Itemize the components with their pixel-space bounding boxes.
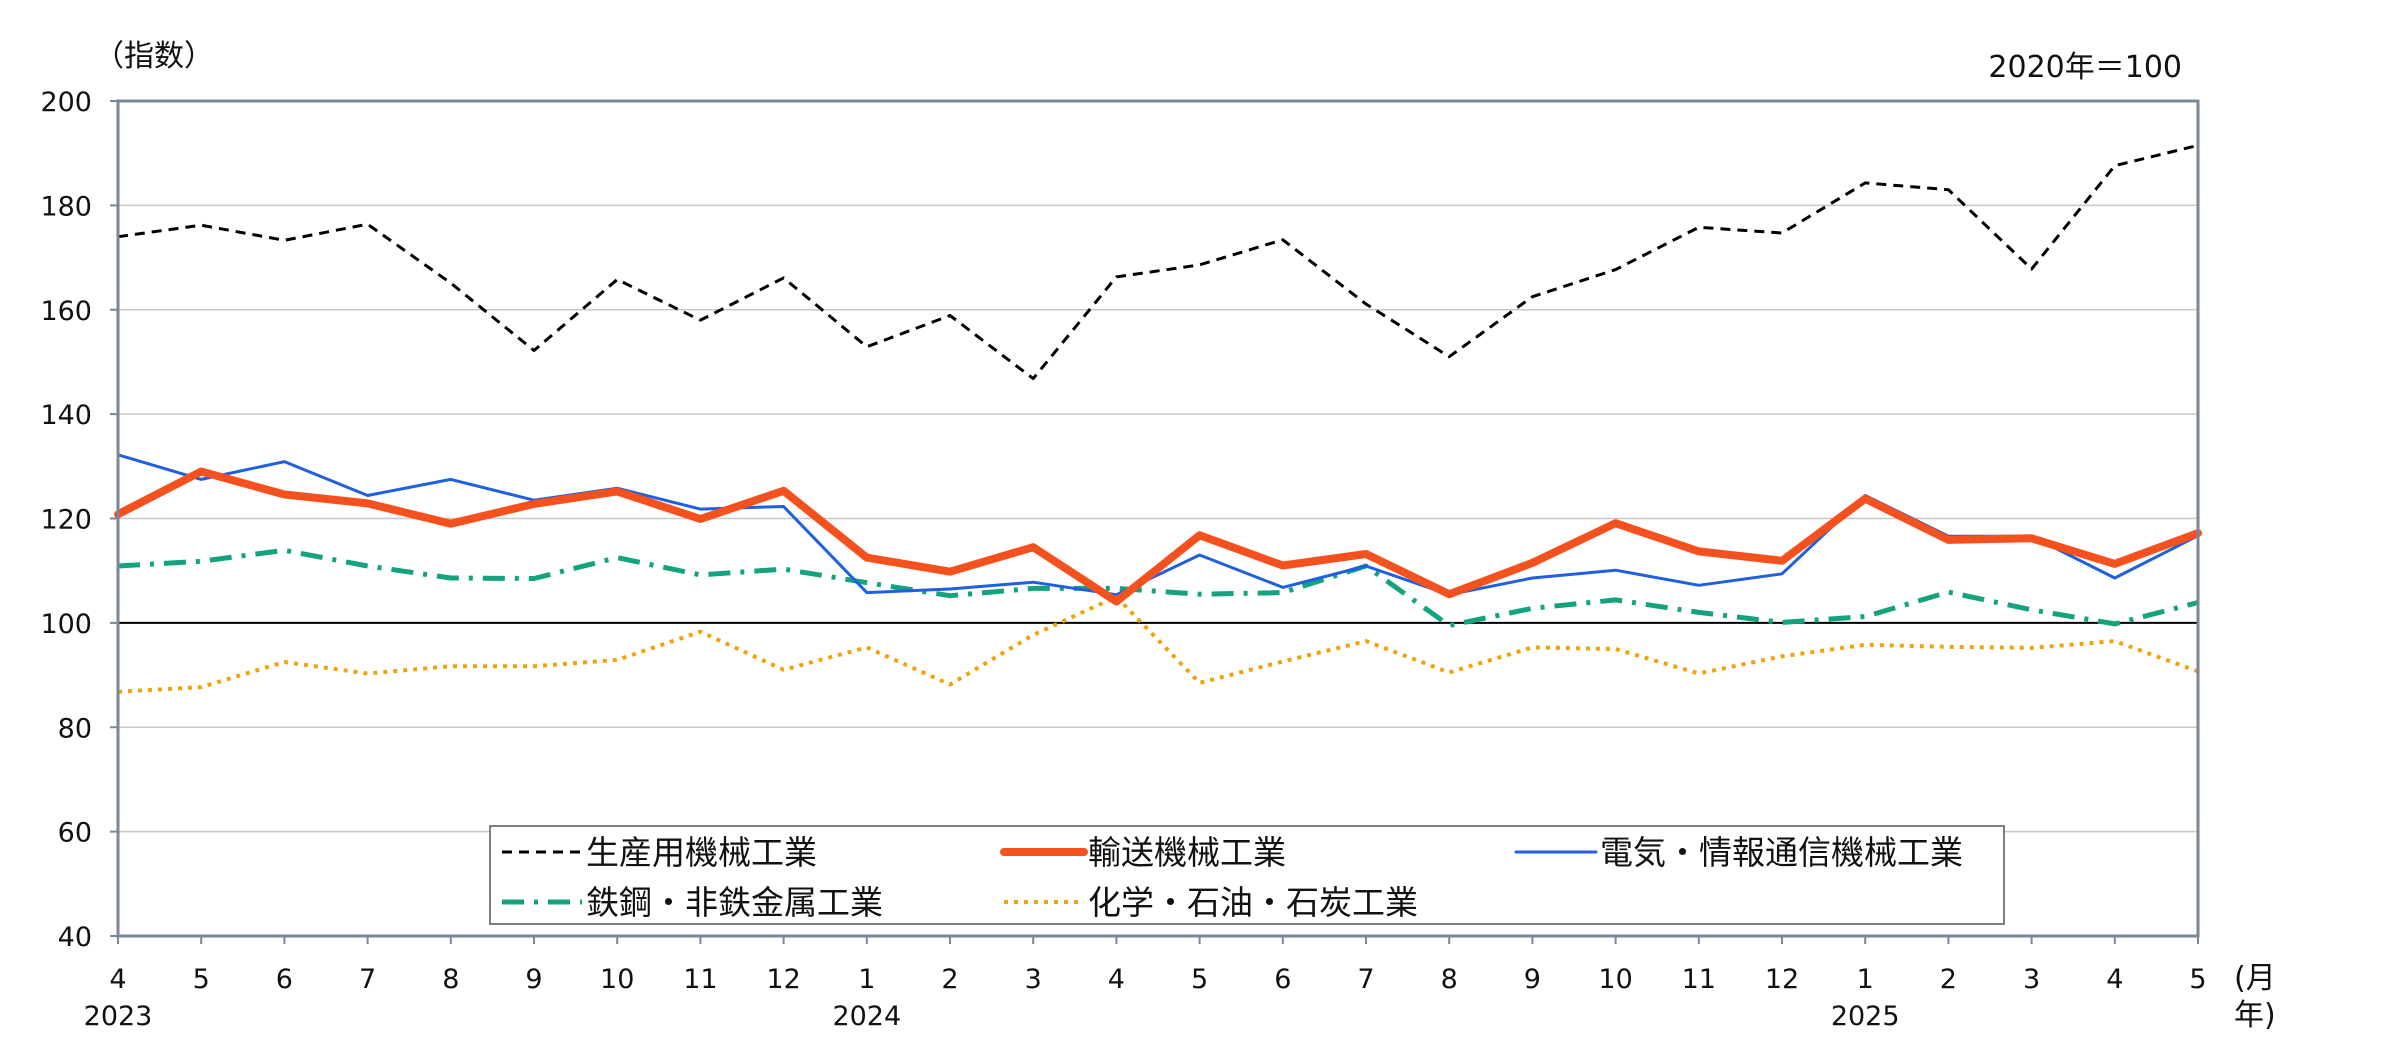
- y-axis-label: （指数）: [94, 39, 214, 74]
- x-axis-unit-month: (月: [2234, 961, 2276, 996]
- legend-label-0-2: 電気・情報通信機械工業: [1600, 833, 1963, 872]
- x-tick-label-12: 4: [1108, 964, 1125, 995]
- x-tick-label-17: 9: [1524, 964, 1541, 995]
- x-tick-label-21: 1: [1857, 964, 1874, 995]
- x-tick-label-8: 12: [766, 964, 800, 995]
- series-layer: [114, 143, 2202, 694]
- x-tick-label-0: 4: [109, 964, 126, 995]
- series-line-1: [114, 467, 2202, 606]
- y-tick-label-60: 60: [58, 818, 92, 849]
- x-tick-label-6: 10: [600, 964, 634, 995]
- x-tick-label-25: 5: [2189, 964, 2206, 995]
- y-tick-label-80: 80: [58, 713, 92, 744]
- series-line-4: [117, 594, 2199, 694]
- x-tick-label-3: 7: [359, 964, 376, 995]
- x-tick-label-22: 2: [1940, 964, 1957, 995]
- x-tick-label-4: 8: [442, 964, 459, 995]
- legend-box: [489, 825, 2005, 925]
- series-line-0: [117, 143, 2199, 381]
- x-tick-label-9: 1: [858, 964, 875, 995]
- year-label-2025: 2025: [1831, 1001, 1900, 1032]
- y-tick-label-200: 200: [40, 87, 92, 118]
- series-line-2: [116, 453, 2200, 597]
- legend-label-1-1: 化学・石油・石炭工業: [1088, 883, 1418, 922]
- year-label-2024: 2024: [832, 1001, 901, 1032]
- y-tick-label-120: 120: [40, 505, 92, 536]
- base-year-note: 2020年＝100: [1988, 50, 2182, 85]
- y-tick-label-140: 140: [40, 400, 92, 431]
- x-tick-label-1: 5: [193, 964, 210, 995]
- x-tick-label-13: 5: [1191, 964, 1208, 995]
- x-tick-label-15: 7: [1357, 964, 1374, 995]
- x-tick-label-11: 3: [1025, 964, 1042, 995]
- x-tick-label-14: 6: [1274, 964, 1291, 995]
- x-tick-label-5: 9: [525, 964, 542, 995]
- x-tick-label-24: 4: [2106, 964, 2123, 995]
- x-tick-label-7: 11: [683, 964, 717, 995]
- y-tick-label-40: 40: [58, 922, 92, 953]
- x-tick-label-2: 6: [276, 964, 293, 995]
- x-tick-label-20: 12: [1765, 964, 1799, 995]
- x-tick-label-16: 8: [1441, 964, 1458, 995]
- x-tick-label-18: 10: [1598, 964, 1632, 995]
- legend-label-0-0: 生産用機械工業: [586, 833, 817, 872]
- series-line-3: [117, 547, 2199, 628]
- y-tick-label-160: 160: [40, 296, 92, 327]
- x-axis-unit-year: 年): [2234, 998, 2276, 1033]
- year-label-2023: 2023: [84, 1001, 153, 1032]
- x-tick-label-23: 3: [2023, 964, 2040, 995]
- x-tick-label-19: 11: [1682, 964, 1716, 995]
- y-tick-label-100: 100: [40, 609, 92, 640]
- y-tick-label-180: 180: [40, 191, 92, 222]
- x-tick-label-10: 2: [941, 964, 958, 995]
- legend-label-0-1: 輸送機械工業: [1088, 833, 1286, 872]
- legend-label-1-0: 鉄鋼・非鉄金属工業: [586, 883, 883, 922]
